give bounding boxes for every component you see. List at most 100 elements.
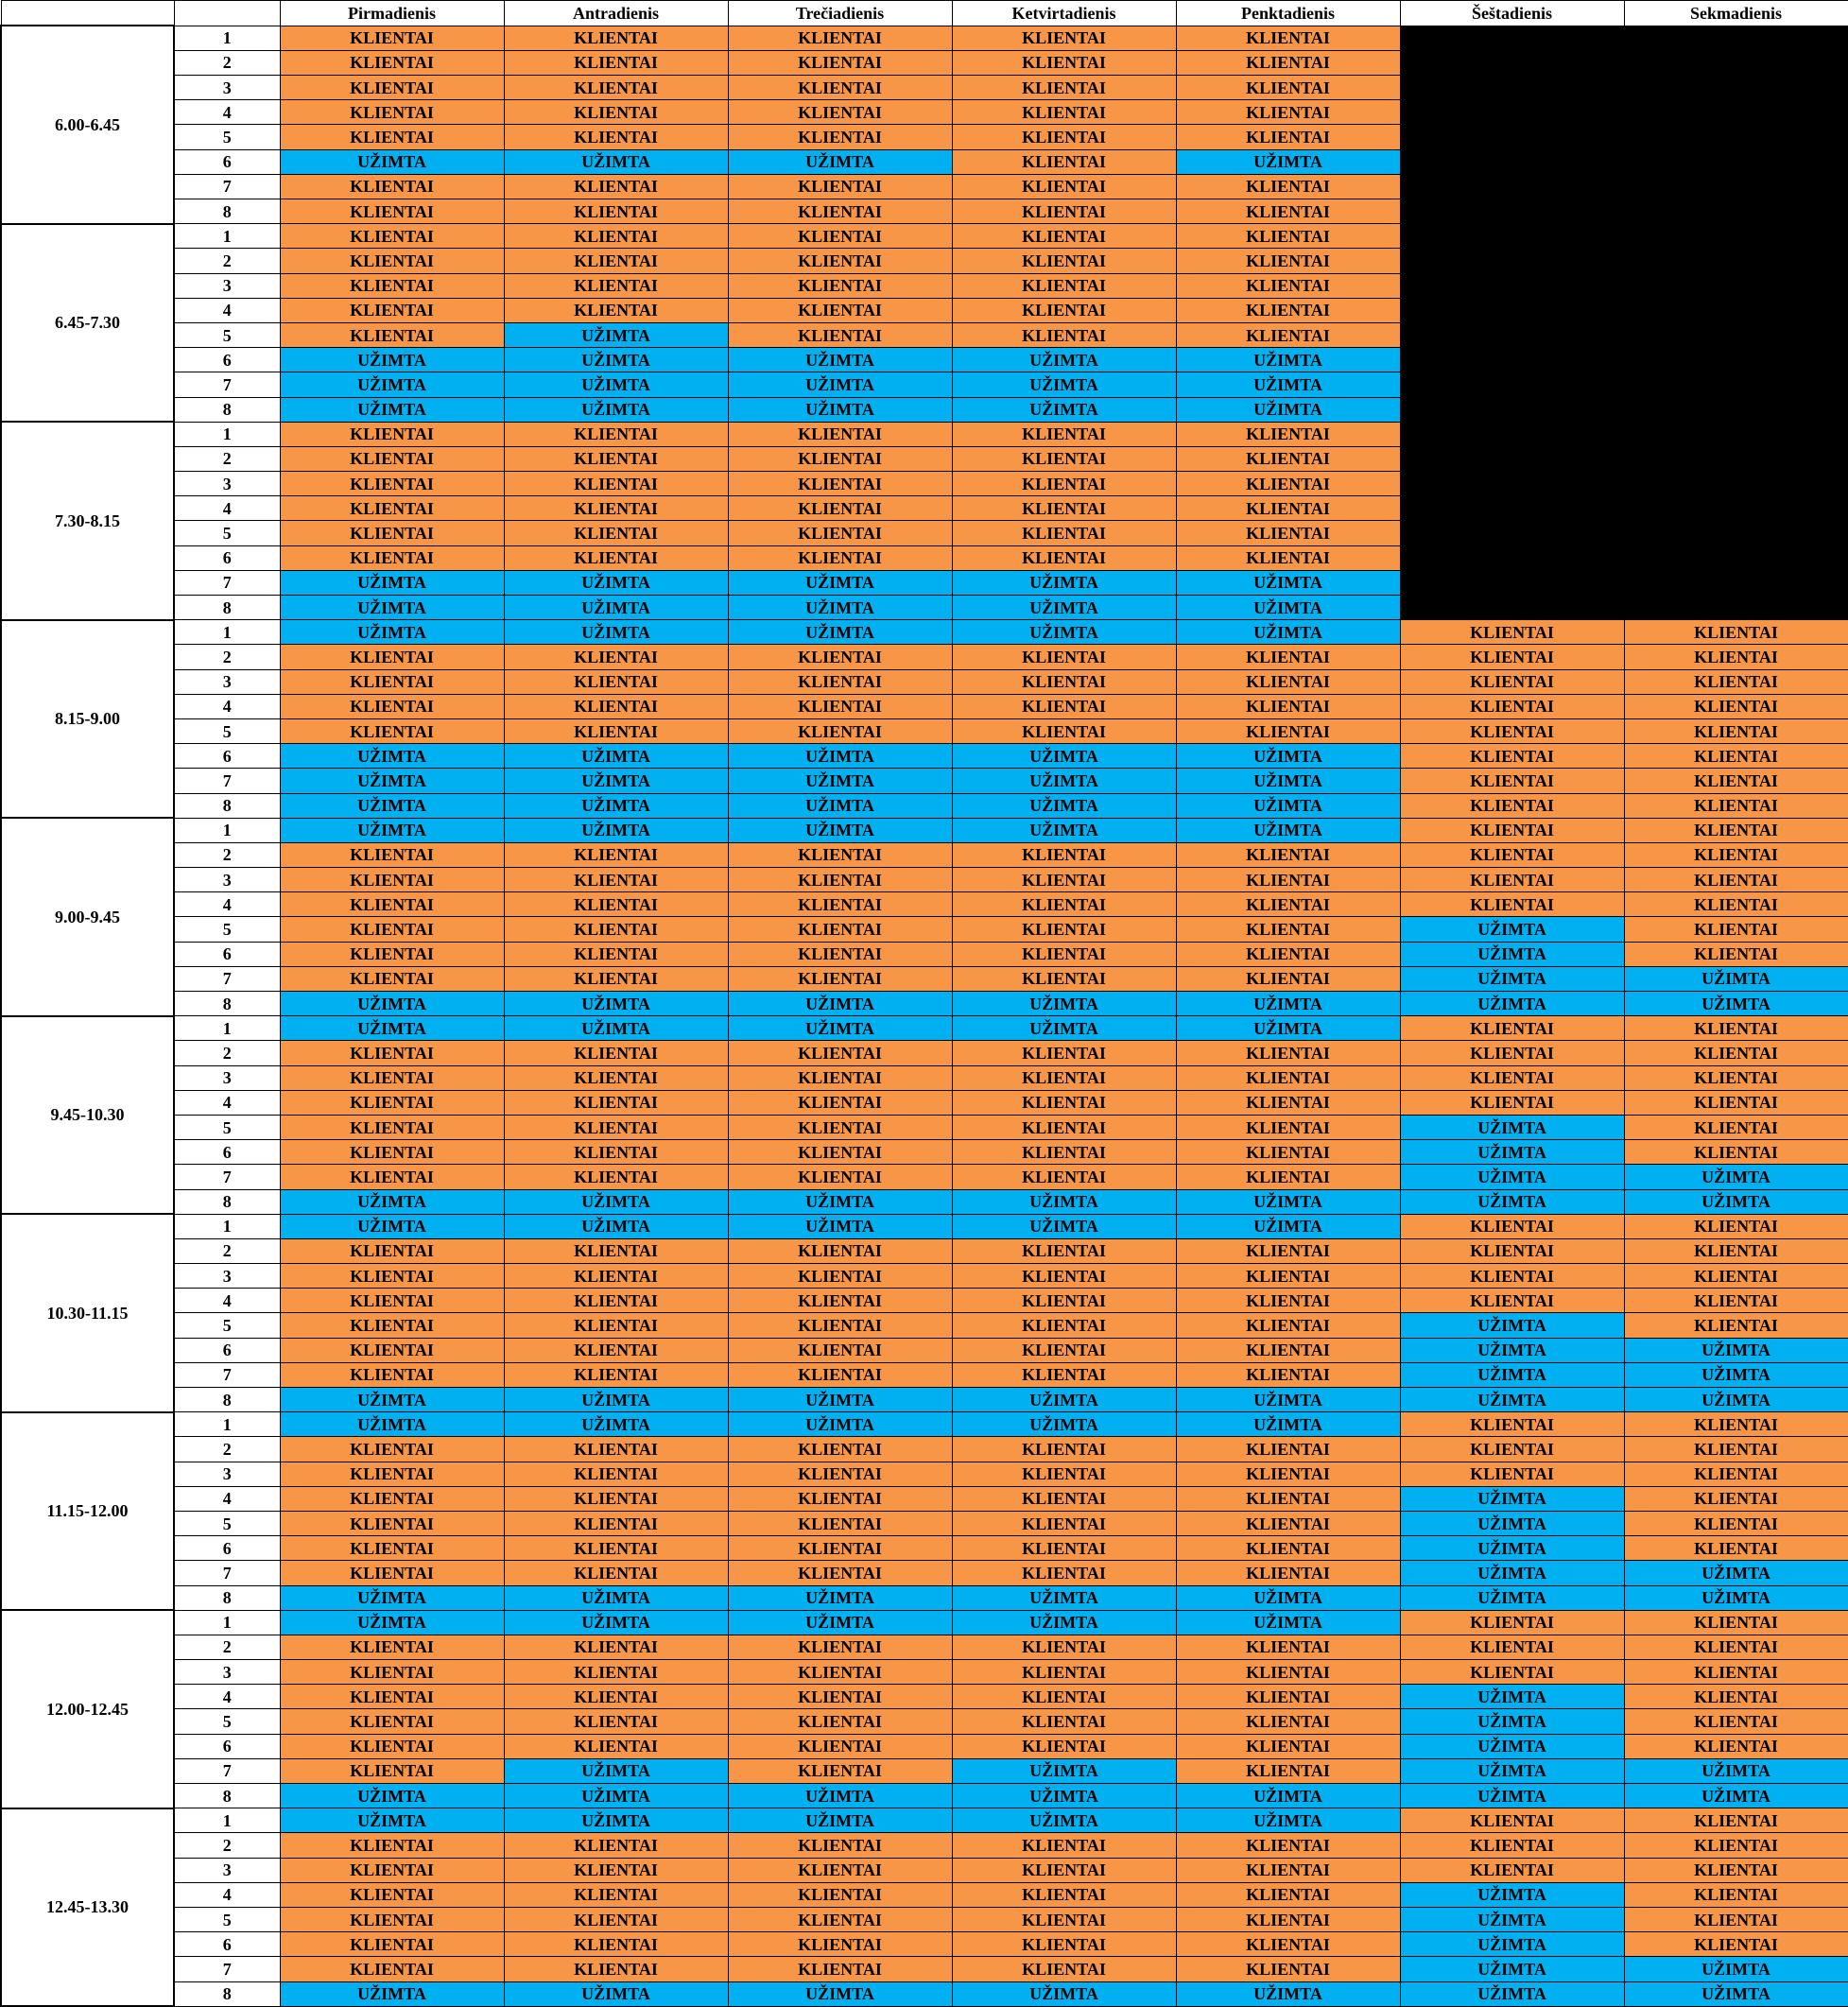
status-cell-klientai: KLIENTAI [279, 1659, 505, 1686]
status-cell-klientai: KLIENTAI [503, 1312, 729, 1339]
table-row: 7 KLIENTAI KLIENTAI KLIENTAI KLIENTAI KLIENTA… [1, 1164, 1848, 1190]
status-cell-klientai: KLIENTAI [1399, 1015, 1625, 1042]
status-cell-klientai: KLIENTAI [1175, 471, 1401, 497]
table-row: 4 KLIENTAI KLIENTAI KLIENTAI KLIENTAI KLIENTA… [1, 99, 1848, 126]
status-cell-klientai: KLIENTAI [727, 965, 953, 993]
status-cell-uzimta: UŽIMTA [951, 1609, 1177, 1635]
status-cell-klientai: KLIENTAI [951, 1237, 1177, 1265]
lane-number: 6 [173, 347, 281, 373]
status-cell-uzimta: UŽIMTA [503, 1981, 729, 2007]
status-cell-klientai: KLIENTAI [1623, 1808, 1848, 1834]
status-cell-klientai: KLIENTAI [727, 1659, 953, 1686]
status-cell-klientai: KLIENTAI [1399, 1288, 1625, 1314]
table-row: 3 KLIENTAI KLIENTAI KLIENTAI KLIENTAI KLIENTA… [1, 272, 1848, 299]
status-cell-klientai: KLIENTAI [279, 1733, 505, 1759]
status-cell-klientai: KLIENTAI [1623, 1213, 1848, 1239]
status-cell-uzimta: UŽIMTA [279, 1609, 505, 1635]
table-row: 4 KLIENTAI KLIENTAI KLIENTAI KLIENTAI KLIENTA… [1, 495, 1848, 522]
table-row: 8 UŽIMTA UŽIMTA UŽIMTA UŽIMTA UŽIMTA UŽIMTA UŽI… [1, 1188, 1848, 1215]
status-cell-klientai: KLIENTAI [951, 1956, 1177, 1982]
table-row: 8 UŽIMTA UŽIMTA UŽIMTA UŽIMTA UŽIMTA UŽIMTA UŽI… [1, 1584, 1848, 1611]
status-cell-uzimta: UŽIMTA [1399, 1560, 1625, 1586]
table-row: 5 KLIENTAI KLIENTAI KLIENTAI KLIENTAI KLIENTA… [1, 718, 1848, 745]
status-cell-uzimta: UŽIMTA [1175, 1782, 1401, 1809]
unavailable-cell [1399, 471, 1625, 497]
status-cell-uzimta: UŽIMTA [1399, 1931, 1625, 1958]
status-cell-klientai: KLIENTAI [1175, 668, 1401, 695]
status-cell-klientai: KLIENTAI [503, 1708, 729, 1735]
status-cell-uzimta: UŽIMTA [1623, 1386, 1848, 1413]
status-cell-uzimta: UŽIMTA [727, 792, 953, 819]
status-cell-uzimta: UŽIMTA [279, 1213, 505, 1239]
status-cell-uzimta: UŽIMTA [279, 569, 505, 597]
lane-number: 2 [173, 644, 281, 670]
status-cell-klientai: KLIENTAI [279, 867, 505, 893]
status-cell-uzimta: UŽIMTA [1399, 941, 1625, 967]
table-row: 8 UŽIMTA UŽIMTA UŽIMTA UŽIMTA UŽIMTA UŽIMTA UŽI… [1, 1782, 1848, 1809]
status-cell-uzimta: UŽIMTA [1623, 1782, 1848, 1809]
status-cell-klientai: KLIENTAI [951, 668, 1177, 695]
status-cell-klientai: KLIENTAI [279, 1708, 505, 1735]
status-cell-klientai: KLIENTAI [279, 25, 505, 51]
status-cell-uzimta: UŽIMTA [951, 1386, 1177, 1413]
status-cell-klientai: KLIENTAI [1623, 1931, 1848, 1958]
table-row: 6 UŽIMTA UŽIMTA UŽIMTA UŽIMTA UŽIMTA [1, 347, 1848, 373]
status-cell-klientai: KLIENTAI [279, 1832, 505, 1859]
table-row: 11.15-12.00 1 UŽIMTA UŽIMTA UŽIMTA UŽIMTA UŽIM… [0, 1410, 1848, 1612]
unavailable-cell [1399, 198, 1625, 225]
status-cell-klientai: KLIENTAI [503, 75, 729, 101]
unavailable-cell [1399, 148, 1625, 175]
status-cell-klientai: KLIENTAI [503, 891, 729, 918]
table-row: 5 KLIENTAI KLIENTAI KLIENTAI KLIENTAI KLIENTA… [1, 520, 1848, 546]
status-cell-klientai: KLIENTAI [1623, 1015, 1848, 1042]
table-row: 5 KLIENTAI KLIENTAI KLIENTAI KLIENTAI KLIENTA… [1, 124, 1848, 150]
status-cell-uzimta: UŽIMTA [503, 1757, 729, 1785]
lane-number: 5 [173, 124, 281, 150]
status-cell-klientai: KLIENTAI [1399, 619, 1625, 646]
status-cell-uzimta: UŽIMTA [1623, 990, 1848, 1017]
status-cell-uzimta: UŽIMTA [727, 1584, 953, 1611]
status-cell-uzimta: UŽIMTA [1175, 1015, 1401, 1042]
unavailable-cell [1623, 445, 1848, 473]
status-cell-uzimta: UŽIMTA [1623, 1560, 1848, 1586]
status-cell-klientai: KLIENTAI [1175, 520, 1401, 546]
status-cell-klientai: KLIENTAI [503, 297, 729, 323]
status-cell-klientai: KLIENTAI [1623, 1139, 1848, 1166]
status-cell-klientai: KLIENTAI [727, 25, 953, 51]
time-slot-label: 11.15-12.00 [0, 1410, 175, 1612]
status-cell-klientai: KLIENTAI [951, 1634, 1177, 1661]
status-cell-uzimta: UŽIMTA [279, 148, 505, 175]
lane-number: 4 [173, 1684, 281, 1710]
unavailable-cell [1623, 223, 1848, 250]
status-cell-uzimta: UŽIMTA [1399, 1114, 1625, 1141]
status-cell-klientai: KLIENTAI [727, 1237, 953, 1265]
status-cell-uzimta: UŽIMTA [727, 990, 953, 1017]
status-cell-klientai: KLIENTAI [727, 1535, 953, 1562]
status-cell-uzimta: UŽIMTA [503, 990, 729, 1017]
status-cell-uzimta: UŽIMTA [727, 743, 953, 770]
status-cell-klientai: KLIENTAI [951, 1881, 1177, 1908]
lane-number: 8 [173, 396, 281, 423]
lane-number: 1 [173, 1808, 281, 1834]
status-cell-klientai: KLIENTAI [727, 841, 953, 869]
status-cell-uzimta: UŽIMTA [279, 1188, 505, 1215]
status-cell-uzimta: UŽIMTA [1175, 148, 1401, 175]
status-cell-klientai: KLIENTAI [1623, 1114, 1848, 1141]
status-cell-klientai: KLIENTAI [1623, 1288, 1848, 1314]
status-cell-klientai: KLIENTAI [503, 1263, 729, 1289]
table-row: 7 KLIENTAI KLIENTAI KLIENTAI KLIENTAI KLIENTA… [1, 1361, 1848, 1389]
status-cell-klientai: KLIENTAI [1175, 1139, 1401, 1166]
table-row: 7 UŽIMTA UŽIMTA UŽIMTA UŽIMTA UŽIMTA KLIENTAI K… [1, 768, 1848, 794]
status-cell-klientai: KLIENTAI [1175, 644, 1401, 670]
status-cell-klientai: KLIENTAI [727, 941, 953, 967]
status-cell-klientai: KLIENTAI [1623, 867, 1848, 893]
status-cell-klientai: KLIENTAI [1175, 1757, 1401, 1785]
unavailable-cell [1399, 321, 1625, 349]
status-cell-uzimta: UŽIMTA [279, 1015, 505, 1042]
status-cell-uzimta: UŽIMTA [1623, 1164, 1848, 1190]
status-cell-klientai: KLIENTAI [1175, 1089, 1401, 1116]
status-cell-klientai: KLIENTAI [951, 198, 1177, 225]
status-cell-klientai: KLIENTAI [951, 173, 1177, 200]
status-cell-klientai: KLIENTAI [503, 1436, 729, 1462]
status-cell-klientai: KLIENTAI [1399, 1659, 1625, 1686]
